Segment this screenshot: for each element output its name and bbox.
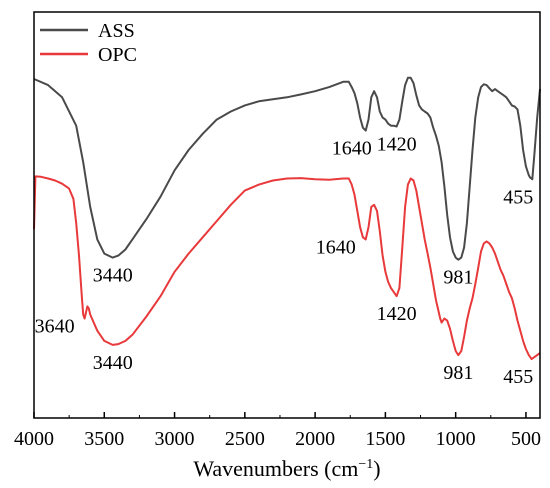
peak-label-ass-1640: 1640 [332,138,372,160]
plot-area [33,76,541,361]
plot-frame [33,11,541,419]
peak-label-ass-1420: 1420 [377,133,417,155]
series-line-opc [33,175,541,361]
x-axis-title-close: ) [373,456,380,481]
peak-label-ass-981: 981 [443,267,473,289]
x-axis-title-superscript: −1 [358,457,373,472]
legend-label-opc: OPC [98,44,137,66]
peak-label-ass-455: 455 [503,186,533,208]
peak-label-opc-1420: 1420 [377,303,417,325]
x-axis-title: Wavenumbers (cm−1) [193,456,380,481]
x-tick-label-500: 500 [511,428,541,450]
peak-label-opc-981: 981 [443,362,473,384]
series-line-ass [33,76,541,261]
peak-label-opc-3640: 3640 [35,316,75,338]
x-tick-label-1000: 1000 [436,428,476,450]
x-tick-label-3000: 3000 [155,428,195,450]
x-tick-label-1500: 1500 [365,428,405,450]
x-axis: 4000 3500 3000 2500 2000 1500 1000 500 [14,412,541,450]
peak-label-opc-3440: 3440 [93,352,133,374]
peak-label-opc-455: 455 [503,366,533,388]
peak-label-opc-1640: 1640 [316,236,356,258]
x-tick-label-3500: 3500 [84,428,124,450]
x-tick-label-4000: 4000 [14,428,54,450]
x-axis-title-main: Wavenumbers (cm [193,456,358,481]
legend-label-ass: ASS [98,20,135,42]
x-tick-label-2000: 2000 [295,428,335,450]
x-tick-label-2500: 2500 [225,428,265,450]
peak-label-ass-3440: 3440 [93,265,133,287]
